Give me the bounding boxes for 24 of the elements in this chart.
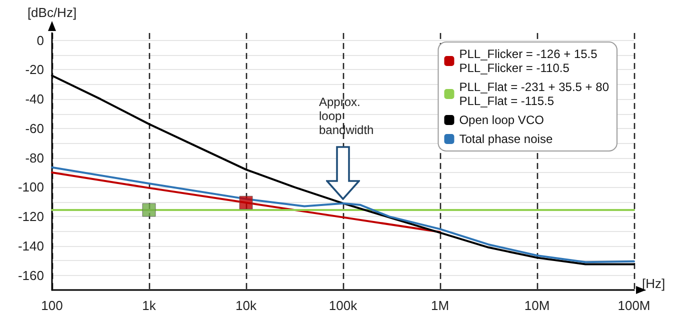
x-tick-label: 1M [430,298,450,313]
y-tick-label: -80 [25,150,44,166]
y-tick-label: -100 [18,180,44,195]
legend-label: Open loop VCO [459,113,544,127]
line-series [51,172,441,233]
x-axis-title: [Hz] [642,276,666,291]
y-tick-label: -120 [18,209,44,224]
legend-label: Total phase noise [459,132,553,146]
legend-label: PLL_Flat = -231 + 35.5 + 80 PLL_Flat = -115.5 [459,80,610,108]
y-tick-label: -140 [18,238,44,254]
y-axis-title: [dBc/Hz] [27,5,77,20]
y-tick-label: -160 [18,268,44,283]
y-tick-label: 0 [36,32,44,48]
annotation: Approx. loop bandwidth [319,95,375,137]
y-tick-label: -40 [25,92,44,107]
x-tick-label: 100 [41,298,63,313]
x-tick-label: 10M [524,298,550,313]
y-tick-label: -60 [25,120,44,136]
x-tick-label: 100k [328,298,358,313]
x-tick-label: 100M [618,298,650,313]
x-tick-label: 1k [142,298,156,313]
y-tick-label: -20 [25,62,44,78]
legend-label: PLL_Flicker = -126 + 15.5 PLL_Flicker = -110.5 [459,47,598,75]
x-tick-label: 10k [236,298,257,313]
